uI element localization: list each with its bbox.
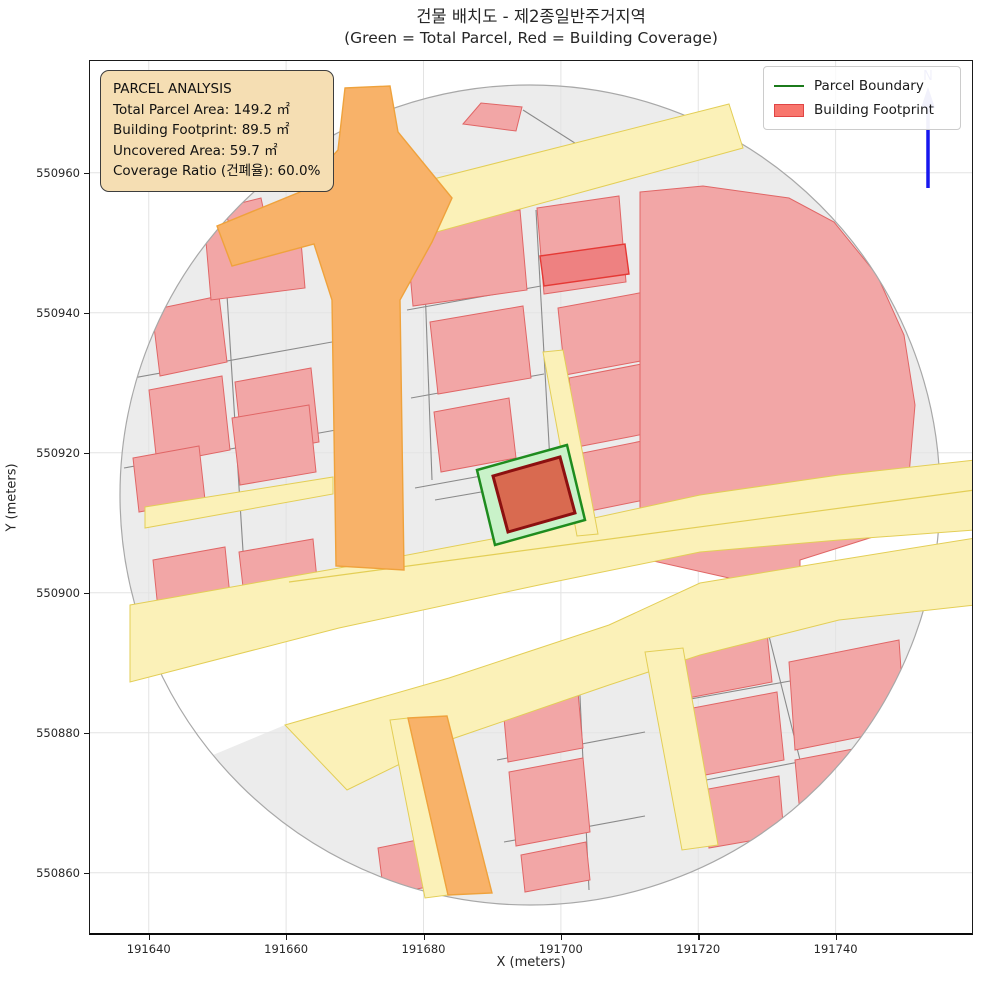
building-polygon [508, 757, 591, 847]
legend: Parcel Boundary Building Footprint [763, 66, 961, 130]
analysis-line: Coverage Ratio (건폐율): 60.0% [113, 163, 321, 179]
chart-subtitle: (Green = Total Parcel, Red = Building Co… [344, 29, 718, 47]
y-tick-mark [84, 312, 89, 314]
target-building [491, 455, 577, 534]
x-tick-mark [835, 935, 837, 940]
x-tick-mark [560, 935, 563, 940]
y-tick-label: 550860 [36, 865, 80, 880]
building-polygon [462, 102, 523, 132]
x-tick-label: 191700 [538, 942, 583, 956]
parcel-line [535, 209, 552, 481]
x-tick-label: 191740 [813, 942, 858, 956]
y-tick-label: 550940 [36, 305, 80, 320]
y-tick-mark [84, 592, 89, 594]
x-tick-label: 191720 [676, 942, 721, 956]
building-polygon [231, 404, 317, 486]
building-polygon [429, 305, 532, 395]
x-tick-label: 191680 [401, 942, 446, 956]
y-tick-label: 550900 [36, 585, 80, 600]
y-tick-mark [84, 172, 89, 174]
white-gap-area [130, 530, 940, 765]
building-highlight-polygon [539, 243, 630, 287]
y-tick-label: 550960 [36, 165, 80, 180]
parcel-boundary-line-swatch [774, 85, 804, 87]
road-yellow-polygon [644, 647, 719, 851]
y-tick-mark [84, 732, 89, 734]
building-polygon [148, 375, 231, 465]
x-tick-mark [423, 935, 425, 940]
y-tick-label: 550880 [36, 725, 80, 740]
analysis-line: Uncovered Area: 59.7 ㎡ [113, 142, 278, 159]
road-orange-polygon [407, 715, 493, 896]
x-tick-mark [698, 935, 700, 940]
x-tick-mark [148, 935, 151, 940]
analysis-box: PARCEL ANALYSIS Total Parcel Area: 149.2… [100, 70, 335, 192]
legend-item: Parcel Boundary [774, 74, 950, 98]
x-axis-label: X (meters) [496, 955, 566, 970]
building-polygon [520, 841, 591, 893]
clipped-layers [130, 530, 940, 765]
legend-label: Building Footprint [814, 102, 934, 118]
x-tick-label: 191660 [264, 942, 309, 956]
roads-layer [129, 85, 973, 899]
y-tick-mark [84, 872, 89, 874]
legend-item: Building Footprint [774, 98, 950, 122]
chart-title-block: 건물 배치도 - 제2종일반주거지역 (Green = Total Parcel… [89, 6, 973, 49]
x-tick-label: 191640 [126, 942, 171, 956]
road-orange-polygon [216, 85, 453, 571]
y-axis-label: Y (meters) [4, 463, 20, 532]
analysis-line: PARCEL ANALYSIS [113, 81, 232, 97]
road-yellow-polygon [144, 476, 334, 529]
y-tick-mark [84, 452, 89, 454]
analysis-line: Total Parcel Area: 149.2 ㎡ [113, 101, 290, 118]
x-tick-mark [286, 935, 288, 940]
building-footprint-patch-swatch [774, 103, 804, 117]
y-tick-label: 550920 [36, 445, 80, 460]
analysis-line: Building Footprint: 89.5 ㎡ [113, 122, 290, 138]
chart-title: 건물 배치도 - 제2종일반주거지역 [416, 7, 646, 26]
legend-label: Parcel Boundary [814, 78, 924, 94]
parcel-line [695, 759, 810, 783]
parcel-line [684, 677, 808, 701]
building-polygon [151, 295, 228, 377]
